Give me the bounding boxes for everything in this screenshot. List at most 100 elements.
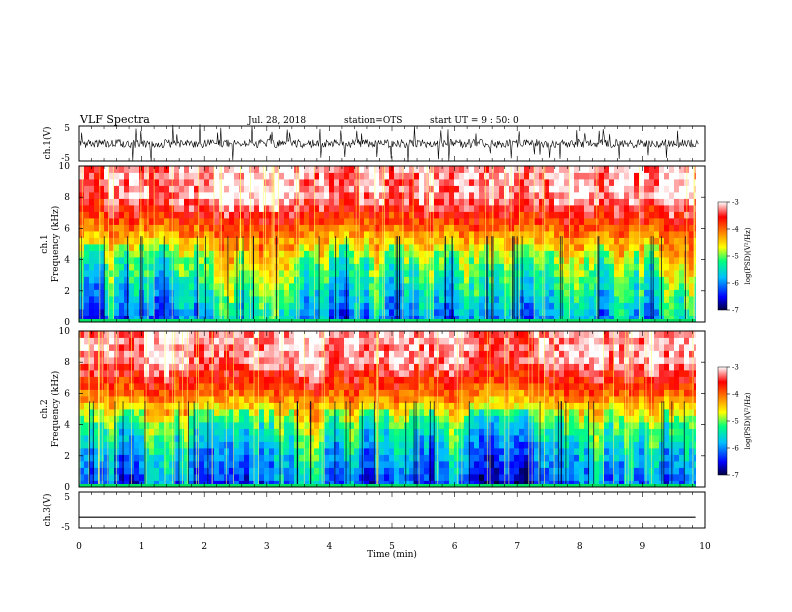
spectrogram-cell (324, 409, 330, 416)
spectrogram-cell (179, 296, 185, 303)
spectrogram-cell (249, 467, 255, 475)
spectrogram-cell (489, 179, 495, 186)
spectrogram-cell (444, 296, 450, 303)
spectrogram-cell (464, 302, 470, 310)
spectrogram-cell (119, 302, 125, 310)
spectrogram-cell (679, 296, 685, 303)
spectrogram-cell (634, 237, 640, 245)
spectrogram-cell (384, 461, 390, 468)
spectrogram-cell (124, 415, 130, 423)
spectrogram-cell (334, 480, 340, 488)
figure-date: Jul. 28, 2018 (247, 116, 306, 126)
spectrogram-cell (249, 480, 255, 488)
spectrogram-cell (189, 276, 195, 284)
spectrogram-cell (259, 428, 265, 436)
spectrogram-cell (84, 276, 90, 284)
spectrogram-cell (139, 461, 145, 468)
spectrogram-cell (109, 250, 115, 258)
spectrogram-cell (259, 218, 265, 225)
spectrogram-cell (144, 344, 150, 351)
spectrogram-cell (549, 211, 555, 219)
ch1-colorbar-ticks: -3-4-5-6-7 (727, 199, 739, 315)
spectrogram-cell (274, 179, 280, 186)
spectrogram-cell (579, 211, 585, 219)
spectrogram-cell (399, 218, 405, 225)
spectrogram-cell (314, 231, 320, 238)
spectrogram-cell (169, 205, 175, 212)
spectrogram-cell (169, 192, 175, 199)
spectrogram-cell (404, 166, 410, 173)
spectrogram-cell (614, 205, 620, 212)
spectrogram-cell (314, 283, 320, 290)
spectrogram-cell (264, 172, 270, 180)
spectrogram-cell (254, 296, 260, 303)
spectrogram-cell (459, 211, 465, 219)
spectrogram-cell (394, 185, 400, 193)
spectrogram-cell (299, 370, 305, 377)
spectrogram-cell (104, 250, 110, 258)
spectrogram-cell (289, 467, 295, 475)
spectrogram-cell (299, 283, 305, 290)
spectrogram-cell (124, 244, 130, 251)
spectrogram-cell (394, 467, 400, 475)
spectrogram-cell (134, 422, 140, 429)
spectrogram-cell (159, 237, 165, 245)
spectrogram-cell (539, 244, 545, 251)
spectrogram-cell (374, 302, 380, 310)
spectrogram-cell (449, 211, 455, 219)
spectrogram-cell (349, 302, 355, 310)
spectrogram-cell (449, 192, 455, 199)
spectrogram-cell (139, 422, 145, 429)
spectrogram-cell (314, 309, 320, 316)
spectrogram-cell (544, 211, 550, 219)
spectrogram-cell (254, 344, 260, 351)
spectrogram-cell (284, 376, 290, 384)
spectrogram-cell (324, 192, 330, 199)
spectrogram-cell (264, 461, 270, 468)
spectrogram-cell (104, 237, 110, 245)
spectrogram-cell (449, 172, 455, 180)
spectrogram-cell (474, 302, 480, 310)
spectrogram-cell (174, 441, 180, 449)
spectrogram-cell (234, 396, 240, 403)
spectrogram-cell (139, 192, 145, 199)
spectrogram-cell (289, 179, 295, 186)
spectrogram-cell (619, 185, 625, 193)
spectrogram-cell (144, 231, 150, 238)
spectrogram-cell (79, 441, 85, 449)
spectrogram-cell (654, 231, 660, 238)
spectrogram-cell (649, 302, 655, 310)
spectrogram-cell (584, 283, 590, 290)
spectrogram-cell (599, 244, 605, 251)
spectrogram-cell (209, 480, 215, 488)
spectrogram-cell (209, 211, 215, 219)
spectrogram-cell (499, 315, 505, 323)
spectrogram-cell (159, 211, 165, 219)
spectrogram-cell (199, 296, 205, 303)
spectrogram-cell (104, 448, 110, 455)
spectrogram-cell (104, 474, 110, 481)
spectrogram-cell (249, 370, 255, 377)
spectrogram-cell (639, 283, 645, 290)
spectrogram-cell (399, 309, 405, 316)
spectrogram-cell (499, 179, 505, 186)
spectrogram-cell (524, 302, 530, 310)
spectrogram-cell (184, 211, 190, 219)
spectrogram-cell (139, 218, 145, 225)
spectrogram-cell (494, 172, 500, 180)
spectrogram-cell (479, 283, 485, 290)
spectrogram-cell (149, 383, 155, 390)
spectrogram-cell (419, 237, 425, 245)
spectrogram-cell (509, 205, 515, 212)
spectrogram-cell (219, 357, 225, 364)
spectrogram-cell (234, 448, 240, 455)
spectrogram-cell (234, 172, 240, 180)
spectrogram-cell (199, 337, 205, 345)
spectrogram-cell (654, 205, 660, 212)
spectrogram-cell (249, 302, 255, 310)
spectrogram-cell (134, 244, 140, 251)
spectrogram-cell (274, 331, 280, 338)
spectrogram-cell (339, 166, 345, 173)
spectrogram-cell (229, 409, 235, 416)
spectrogram-cell (329, 283, 335, 290)
